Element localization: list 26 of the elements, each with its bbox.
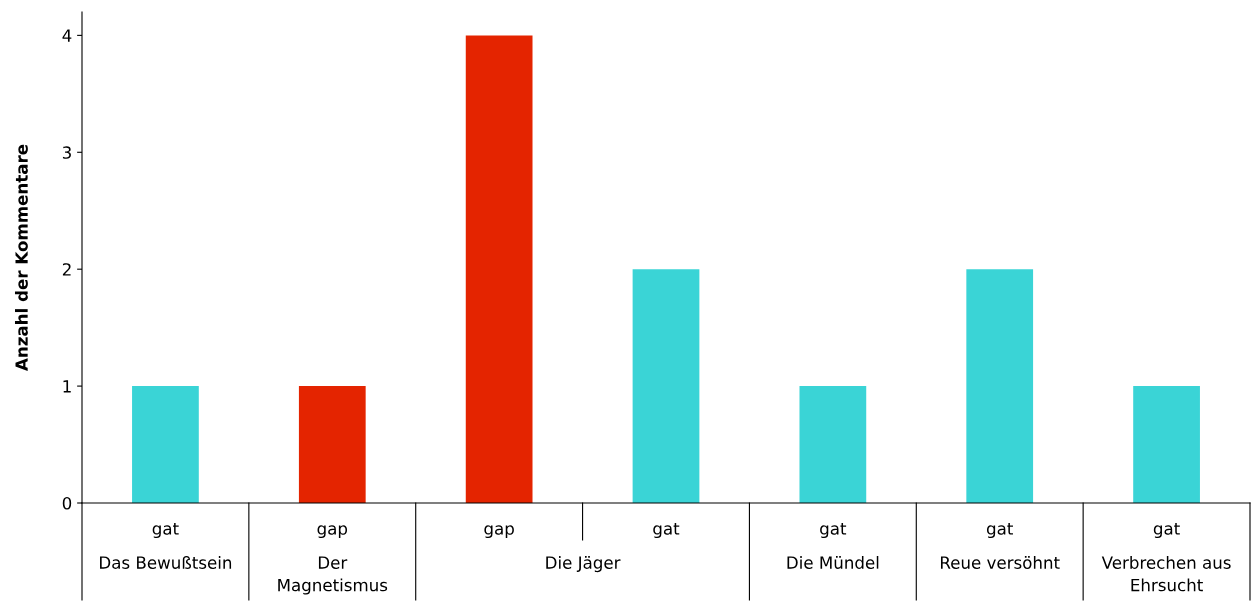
text: Verbrechen aus Ehrsucht (1101, 556, 1231, 592)
x-tick-label: gap (484, 525, 514, 539)
bar (132, 386, 199, 503)
bar (632, 269, 700, 503)
y-tick-label: 3 (62, 146, 71, 159)
y-tick-label: 2 (62, 263, 71, 276)
text: Die Jäger (546, 556, 621, 573)
bar (465, 35, 533, 503)
text: Reue versöhnt (940, 556, 1060, 569)
x-tick-label: gat (986, 522, 1013, 539)
bar (298, 386, 366, 503)
x-tick-label: gat (152, 522, 179, 539)
bar (799, 386, 867, 503)
text: Die Mündel (787, 556, 879, 569)
bar (966, 269, 1034, 503)
bar (1133, 386, 1200, 503)
text: Der Magnetismus (278, 556, 388, 595)
x-tick-label: gap (317, 525, 348, 539)
x-tick-label: gat (653, 522, 680, 539)
y-tick-label: 1 (63, 380, 71, 393)
x-tick-label: gat (1153, 522, 1180, 539)
y-tick-label: 0 (62, 496, 72, 510)
text: Das Bewußtsein (100, 556, 232, 569)
y-tick-label: 4 (62, 29, 72, 42)
x-tick-label: gat (820, 522, 847, 539)
y-axis-title: Anzahl der Kommentare (14, 144, 28, 371)
